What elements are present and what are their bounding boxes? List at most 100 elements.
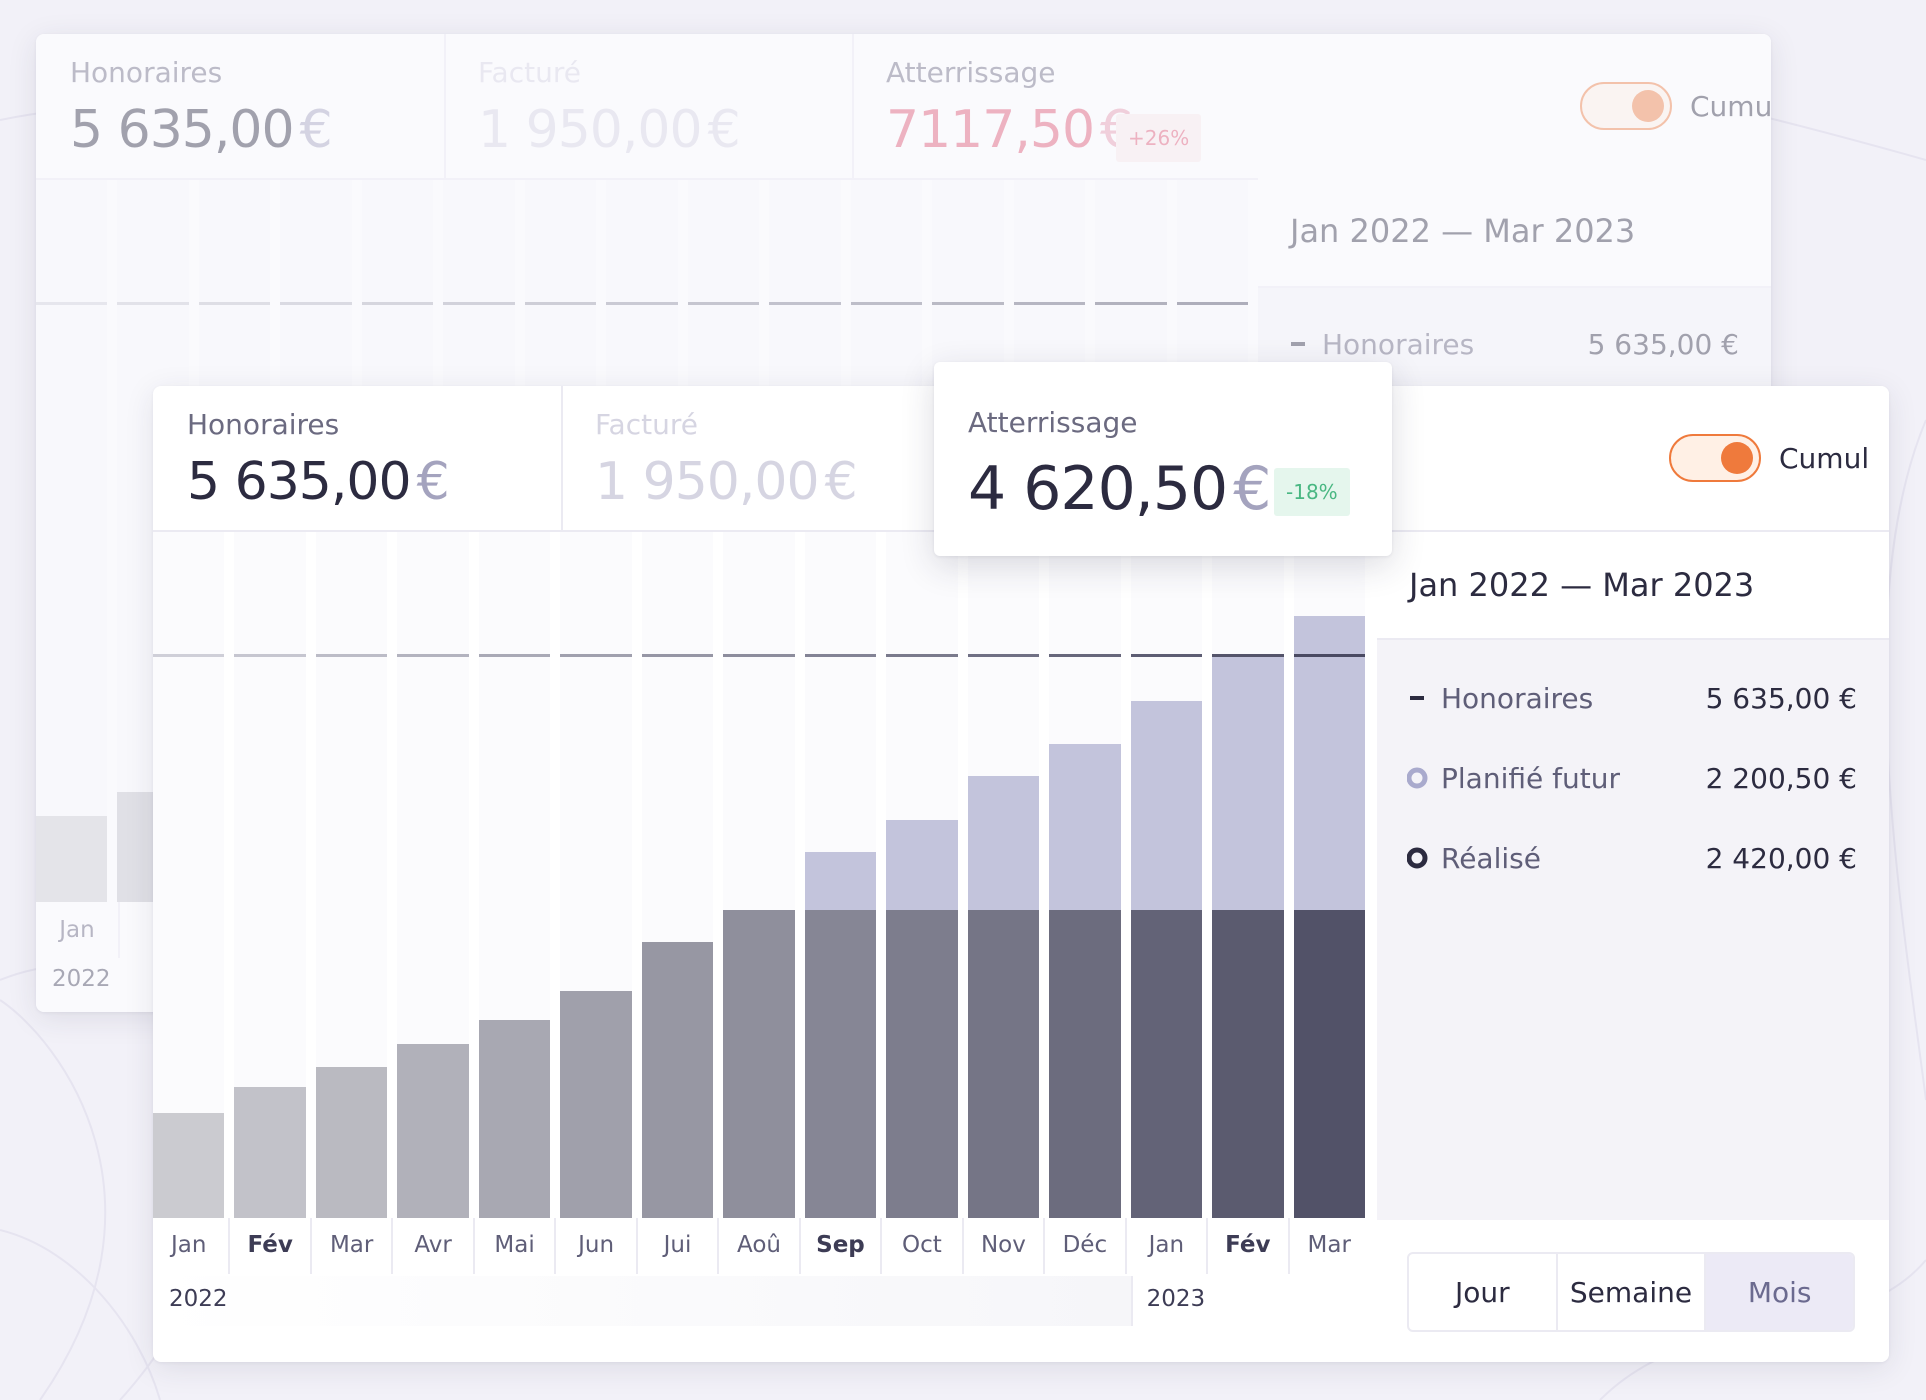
target-line-segment [36, 302, 108, 305]
kpi-label: Facturé [595, 408, 698, 441]
year-label: 2022 [169, 1286, 228, 1312]
bar-planifie-futur[interactable] [804, 851, 877, 910]
dash-icon [1291, 342, 1305, 346]
toggle-label: Cumul [1690, 89, 1771, 123]
bar-planifie-futur[interactable] [1049, 744, 1121, 910]
kpi-amount: 5 635,00 € [70, 100, 333, 160]
bar-realise[interactable] [1130, 909, 1203, 1218]
currency-symbol: € [1233, 454, 1271, 524]
target-line-segment [606, 302, 678, 305]
granularity-switcher: Jour Semaine Mois [1407, 1252, 1855, 1332]
bar-realise[interactable] [641, 941, 714, 1218]
column-background [153, 532, 225, 1218]
legend-value: 5 635,00 € [1705, 682, 1857, 715]
kpi-atterrissage[interactable]: Atterrissage 4 620,50 € -18% [934, 362, 1392, 556]
ring-light-icon [1407, 767, 1428, 789]
x-tick-label: Jui [663, 1232, 692, 1258]
bar-realise[interactable] [315, 1066, 388, 1218]
x-tick [717, 1218, 720, 1274]
granularity-mois-button[interactable]: Mois [1706, 1254, 1853, 1330]
bar-planifie-futur[interactable] [886, 819, 958, 910]
legend-value: 5 635,00 € [1587, 328, 1739, 361]
front-x-axis: Jan Fév Mar Avr Mai Jun Jui Aoû Sep Oct Nov Déc Jan F… [153, 1218, 1377, 1362]
x-tick [554, 1218, 557, 1274]
x-tick [472, 1218, 475, 1274]
x-tick [635, 1218, 638, 1274]
target-line-segment [723, 654, 795, 657]
legend-name: Honoraires [1441, 682, 1594, 715]
kpi-amount: 7117,50€ [886, 100, 1133, 160]
target-line-segment [443, 302, 515, 305]
bar-realise[interactable] [478, 1020, 551, 1218]
toggle-switch[interactable] [1669, 434, 1761, 482]
bar-planifie-futur[interactable] [1130, 700, 1203, 910]
granularity-semaine-button[interactable]: Semaine [1558, 1254, 1707, 1330]
target-line-segment [850, 302, 923, 305]
ring-dark-icon [1407, 847, 1428, 869]
bar-realise[interactable] [723, 909, 795, 1218]
legend-name: Planifié futur [1441, 762, 1620, 795]
target-line-segment [1013, 302, 1086, 305]
x-tick [1124, 1218, 1127, 1274]
bar-planifie-futur[interactable] [1293, 616, 1365, 910]
bar-realise[interactable] [153, 1113, 225, 1218]
period-range: Jan 2022 — Mar 2023 [1409, 566, 1755, 604]
column-background [36, 180, 108, 902]
legend-value: 2 420,00 € [1705, 842, 1857, 875]
target-line-segment [234, 654, 306, 657]
x-tick-label: Aoû [737, 1232, 781, 1258]
currency-symbol: € [416, 452, 450, 512]
target-line-segment [280, 302, 352, 305]
bar-planifie-futur[interactable] [967, 776, 1040, 910]
back-kpi-honoraires[interactable]: Honoraires 5 635,00 € [36, 34, 446, 178]
bar-realise[interactable] [804, 909, 877, 1218]
kpi-facture[interactable]: Facturé 1 950,00 € [561, 386, 967, 530]
target-line-segment [1212, 654, 1284, 657]
currency-symbol: € [824, 452, 858, 512]
side-toolbar: Cumul [1377, 386, 1889, 532]
granularity-jour-button[interactable]: Jour [1409, 1254, 1558, 1330]
bar-realise[interactable] [397, 1043, 469, 1218]
kpi-label: Honoraires [70, 56, 223, 89]
period-range: Jan 2022 — Mar 2023 [1290, 212, 1636, 250]
bar-realise[interactable] [36, 815, 108, 902]
target-line-segment [524, 302, 597, 305]
bar-realise[interactable] [234, 1087, 306, 1218]
kpi-honoraires[interactable]: Honoraires 5 635,00 € [153, 386, 563, 530]
kpi-amount: 1 950,00 € [478, 100, 741, 160]
x-tick-label: Mai [494, 1232, 535, 1258]
back-kpi-facture[interactable]: Facturé 1 950,00 € [444, 34, 854, 178]
toggle-switch[interactable] [1580, 82, 1672, 130]
x-tick-label: Mar [1307, 1232, 1351, 1258]
target-line-segment [153, 654, 225, 657]
front-bar-chart: Jan Fév Mar Avr Mai Jun Jui Aoû Sep Oct Nov Déc Jan F… [153, 532, 1377, 1362]
x-tick [1287, 1218, 1290, 1274]
x-tick [309, 1218, 312, 1274]
bar-realise[interactable] [1212, 909, 1284, 1218]
legend-realise: Réalisé 2 420,00 € [1407, 838, 1857, 878]
back-cumul-toggle[interactable]: Cumul [1580, 82, 1771, 130]
bar-planifie-futur[interactable] [1212, 656, 1284, 910]
target-line-segment [315, 654, 388, 657]
bar-realise[interactable] [967, 909, 1040, 1218]
target-line-segment [397, 654, 469, 657]
legend-planifie-futur: Planifié futur 2 200,50 € [1407, 758, 1857, 798]
target-line-segment [769, 302, 841, 305]
kpi-label: Atterrissage [968, 406, 1138, 439]
currency-symbol: € [299, 100, 333, 160]
bar-realise[interactable] [1293, 909, 1365, 1218]
bar-realise[interactable] [886, 909, 958, 1218]
bar-realise[interactable] [560, 991, 632, 1218]
back-kpi-atterrissage[interactable]: Atterrissage 7117,50€ +26% [852, 34, 1258, 178]
target-line-segment [361, 302, 434, 305]
cumul-toggle[interactable]: Cumul [1669, 434, 1869, 482]
target-line-segment [198, 302, 271, 305]
x-tick-label: Nov [980, 1232, 1026, 1258]
back-period-header: Jan 2022 — Mar 2023 [1258, 178, 1771, 288]
target-line-segment [478, 654, 551, 657]
kpi-amount: 4 620,50 € [968, 454, 1271, 524]
x-tick [961, 1218, 964, 1274]
variance-badge: +26% [1116, 114, 1202, 162]
bar-realise[interactable] [1049, 909, 1121, 1218]
front-kpi-strip: Honoraires 5 635,00 € Facturé 1 950,00 € [153, 386, 1375, 532]
